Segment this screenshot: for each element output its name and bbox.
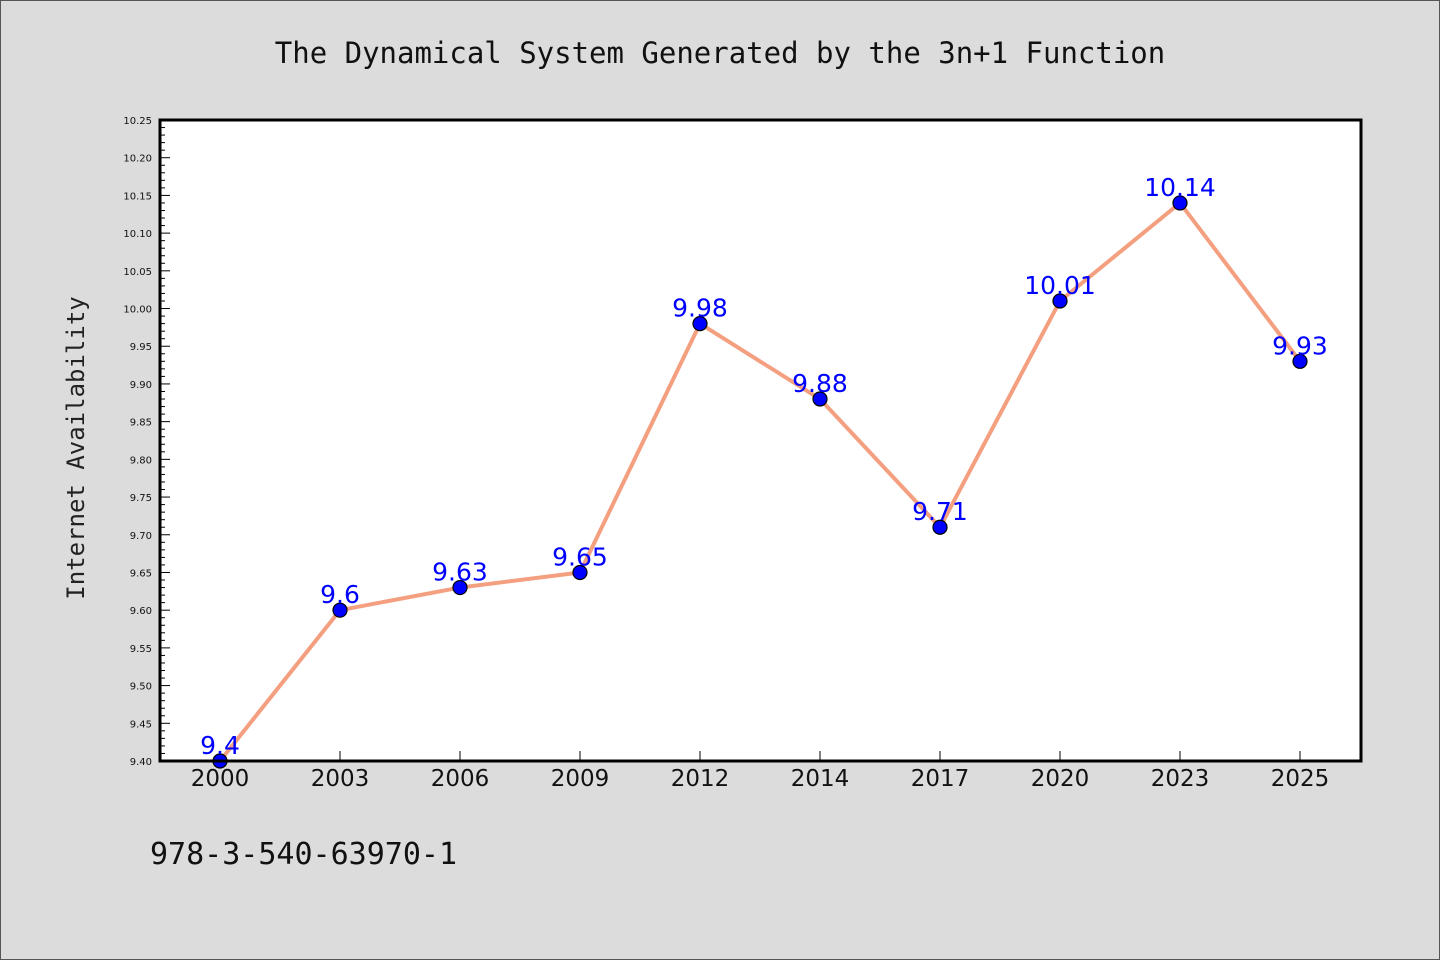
plot-area xyxy=(160,120,1361,761)
x-tick-label: 2017 xyxy=(911,766,970,792)
data-point xyxy=(1052,293,1068,309)
x-tick-label: 2014 xyxy=(791,766,850,792)
x-tick-label: 2020 xyxy=(1031,766,1090,792)
data-label: 9.4 xyxy=(200,731,240,760)
data-point xyxy=(932,519,948,535)
y-tick-label: 9.50 xyxy=(130,682,152,693)
x-tick-label: 2023 xyxy=(1151,766,1210,792)
y-tick-label: 9.90 xyxy=(130,380,152,391)
x-axis-ticks: 2000 2003 2006 2009 2012 2014 2017 2020 2023 2025 xyxy=(191,751,1330,792)
data-point xyxy=(572,564,588,581)
chart-title: The Dynamical System Generated by the 3n… xyxy=(275,36,1165,70)
plot-border xyxy=(158,118,1363,763)
y-tick-label: 9.60 xyxy=(130,606,152,617)
y-tick-label: 10.25 xyxy=(123,116,152,127)
x-tick-label: 2012 xyxy=(671,766,730,792)
series-line xyxy=(218,200,1302,763)
data-label: 9.65 xyxy=(552,542,608,571)
data-label: 9.98 xyxy=(672,294,728,323)
data-point xyxy=(1292,353,1308,369)
y-tick-label: 9.85 xyxy=(130,418,152,429)
data-point xyxy=(1172,195,1188,211)
isbn-text: 978-3-540-63970-1 xyxy=(150,837,457,872)
data-label: 9.6 xyxy=(320,580,360,609)
x-tick-label: 2025 xyxy=(1271,766,1330,792)
data-label: 10.14 xyxy=(1144,173,1216,202)
y-tick-label: 9.40 xyxy=(130,757,152,768)
data-label: 9.71 xyxy=(912,497,968,526)
x-tick-label: 2000 xyxy=(191,766,250,792)
data-point xyxy=(452,579,468,596)
y-tick-label: 9.45 xyxy=(130,719,152,730)
x-tick-label: 2003 xyxy=(311,766,370,792)
y-tick-label: 9.55 xyxy=(130,644,152,655)
y-axis-label: Internet Availability xyxy=(62,296,90,599)
y-tick-label: 9.65 xyxy=(130,568,152,579)
x-tick-label: 2009 xyxy=(551,766,610,792)
data-label: 9.93 xyxy=(1272,331,1328,360)
y-tick-label: 10.00 xyxy=(123,305,152,316)
y-tick-label: 10.05 xyxy=(123,267,152,278)
y-tick-label: 10.10 xyxy=(123,229,152,240)
data-point xyxy=(332,602,348,618)
y-tick-label: 9.70 xyxy=(130,531,152,542)
y-tick-label: 10.20 xyxy=(123,154,152,165)
data-label: 10.01 xyxy=(1024,271,1096,300)
series-layer: 9.4 9.6 9.63 9.65 9.98 9.88 9.71 10.01 10.14 9.93 xyxy=(200,173,1328,769)
data-point xyxy=(812,391,828,407)
y-tick-label: 9.80 xyxy=(130,455,152,466)
data-label: 9.63 xyxy=(432,558,488,587)
y-tick-label: 9.75 xyxy=(130,493,152,504)
data-label: 9.88 xyxy=(792,369,848,398)
y-tick-label: 9.95 xyxy=(130,342,152,353)
x-tick-label: 2006 xyxy=(431,766,490,792)
data-point xyxy=(692,316,708,332)
y-tick-label: 10.15 xyxy=(123,191,152,202)
